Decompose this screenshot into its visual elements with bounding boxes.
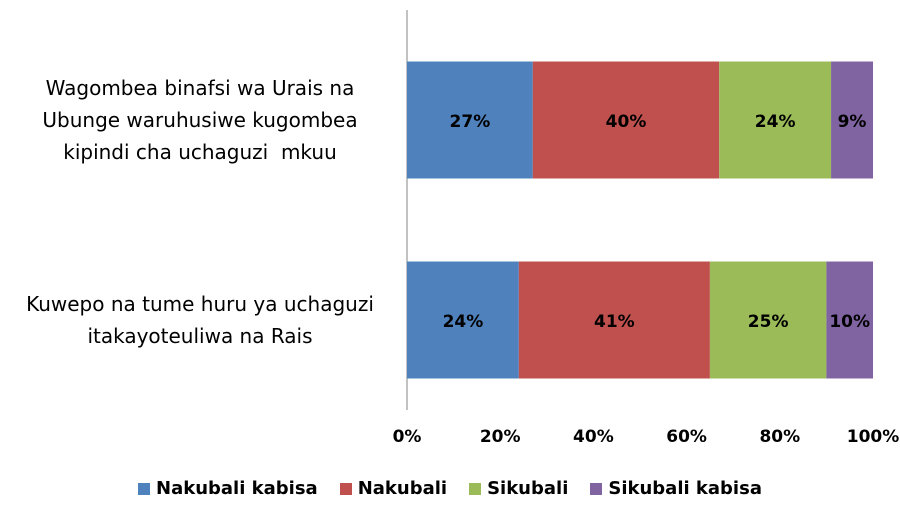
x-tick-label: 80% (759, 427, 800, 447)
bar-segment (407, 261, 519, 379)
data-label: 27% (450, 112, 491, 132)
bar-segment (709, 261, 827, 379)
category-label: Wagombea binafsi wa Urais na Ubunge waru… (42, 76, 358, 164)
legend-label: Nakubali (357, 478, 448, 499)
bar-segment (518, 261, 710, 379)
data-label: 40% (606, 112, 647, 132)
bar-segment (532, 61, 720, 179)
x-tick-label: 60% (666, 427, 707, 447)
data-label: 9% (838, 112, 867, 132)
x-tick-label: 100% (847, 427, 900, 447)
legend-label: Nakubali kabisa (156, 478, 318, 499)
data-label: 25% (748, 312, 789, 332)
x-tick-label: 0% (393, 427, 422, 447)
category-label: Kuwepo na tume huru ya uchaguzi itakayot… (26, 292, 374, 348)
data-label: 10% (829, 312, 870, 332)
bar-segment (831, 61, 873, 179)
x-tick-label: 40% (573, 427, 614, 447)
data-label: 24% (443, 312, 484, 332)
data-label: 41% (594, 312, 635, 332)
legend-swatch (469, 482, 482, 495)
legend-swatch (138, 482, 151, 495)
legend-item: Nakubali (339, 478, 448, 499)
legend-swatch (339, 482, 352, 495)
legend-item: Nakubali kabisa (138, 478, 318, 499)
bar-segment (826, 261, 873, 379)
legend-label: Sikubali kabisa (608, 478, 762, 499)
x-tick-label: 20% (480, 427, 521, 447)
legend: Nakubali kabisa Nakubali Sikubali Sikubali … (0, 478, 900, 499)
legend-item: Sikubali kabisa (590, 478, 762, 499)
legend-label: Sikubali (487, 478, 569, 499)
bar-segment (407, 61, 533, 179)
legend-item: Sikubali (469, 478, 568, 499)
data-label: 24% (755, 112, 796, 132)
legend-swatch (590, 482, 603, 495)
bar-segment (719, 61, 832, 179)
